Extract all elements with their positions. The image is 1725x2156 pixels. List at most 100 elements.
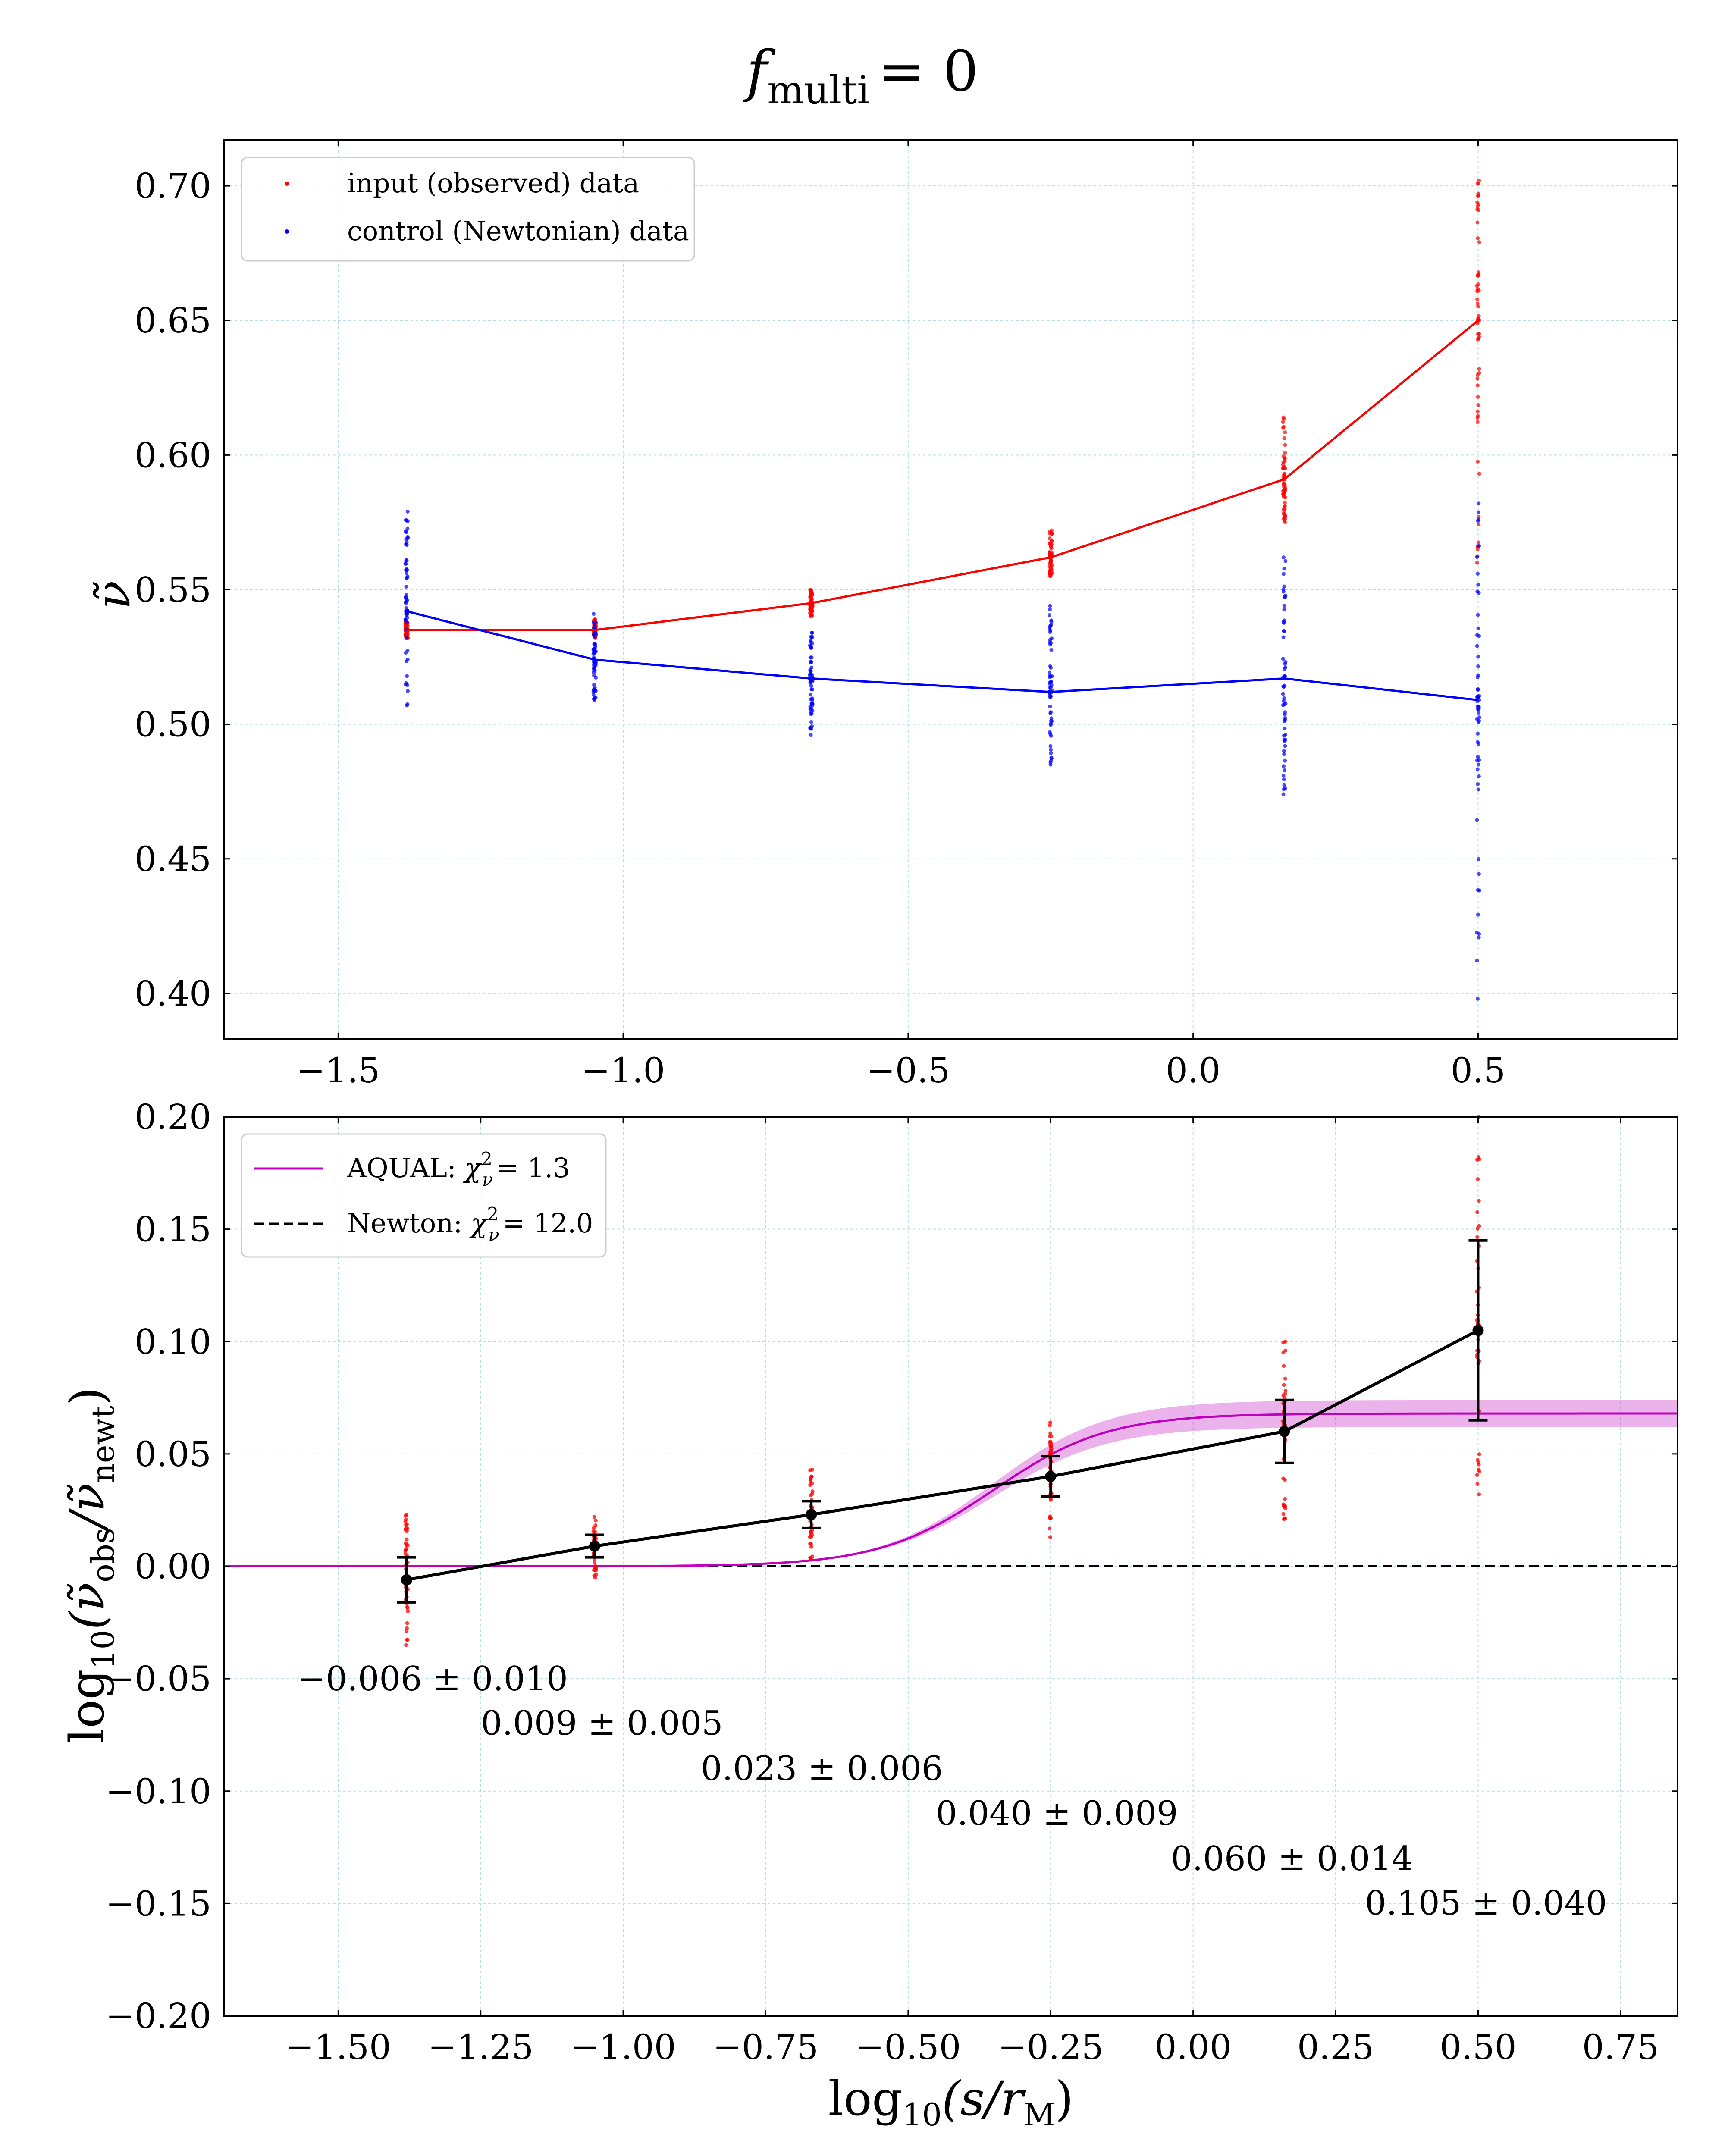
top-scatter-point <box>404 558 408 562</box>
top-scatter-point <box>1475 555 1479 559</box>
bottom-scatter-point <box>403 1520 408 1524</box>
binned-mean-point <box>401 1574 412 1586</box>
top-scatter-point <box>1283 744 1287 748</box>
top-scatter-point <box>1048 630 1052 634</box>
top-ytick-label: 0.50 <box>135 705 211 745</box>
top-scatter-point <box>809 733 813 737</box>
top-scatter-point <box>1475 376 1480 381</box>
top-scatter-point <box>1475 740 1480 744</box>
top-scatter-point <box>1282 454 1286 458</box>
top-scatter-point <box>1050 636 1054 641</box>
binned-mean-point <box>589 1540 601 1552</box>
top-xtick-label: 0.5 <box>1451 1050 1505 1091</box>
bottom-scatter-point <box>809 1534 813 1539</box>
value-annotations: −0.006 ± 0.010 0.009 ± 0.005 0.023 ± 0.0… <box>298 1660 1607 1923</box>
top-scatter-point <box>809 639 813 643</box>
top-scatter-point <box>1049 755 1054 760</box>
bottom-scatter-point <box>808 1555 812 1560</box>
binned-mean-point <box>806 1509 817 1520</box>
top-scatter-point <box>592 633 596 637</box>
legend-label-control: control (Newtonian) data <box>347 215 689 247</box>
bottom-scatter-point <box>1475 1458 1480 1462</box>
bottom-scatter-point <box>405 1626 409 1630</box>
top-scatter-point <box>591 652 596 656</box>
top-scatter-point <box>1475 644 1479 648</box>
legend-newton-label: Newton: χ2 ν = 12.0 <box>347 1203 593 1245</box>
top-scatter-point <box>1477 762 1481 767</box>
top-scatter-point <box>809 659 813 664</box>
bottom-scatter-point <box>404 1514 408 1518</box>
top-scatter-point <box>1475 767 1480 771</box>
top-scatter-point <box>1282 488 1286 492</box>
top-scatter-point <box>1283 559 1288 563</box>
binned-mean-line <box>406 1329 1479 1582</box>
bottom-scatter-point <box>1475 1473 1479 1477</box>
top-scatter-point <box>593 645 598 649</box>
top-scatter-point <box>1049 620 1054 624</box>
bottom-scatter-point <box>593 1564 598 1568</box>
top-scatter-point <box>1477 857 1481 861</box>
top-scatter-point <box>808 680 812 684</box>
bottom-scatter-point <box>1281 1341 1286 1345</box>
top-xtick-label: 0.0 <box>1166 1050 1220 1091</box>
top-scatter-point <box>1048 704 1052 708</box>
bottom-scatter-point <box>1282 1383 1286 1387</box>
bottom-ytick-label: 0.10 <box>135 1322 211 1362</box>
top-scatter-point <box>1475 818 1479 822</box>
top-scatter-point <box>1477 872 1481 876</box>
top-scatter-point <box>405 636 409 640</box>
bottom-xtick-label: −0.25 <box>998 2027 1104 2067</box>
top-scatter-point <box>1476 695 1480 699</box>
top-scatter-point <box>1049 648 1054 652</box>
top-scatter-point <box>1282 696 1286 700</box>
top-scatter-point <box>1475 997 1480 1001</box>
bottom-xtick-label: −0.75 <box>713 2027 819 2067</box>
top-scatter-point <box>1283 595 1287 599</box>
top-scatter-point <box>1476 731 1480 736</box>
top-scatter-point <box>1283 718 1287 722</box>
top-scatter-point <box>591 612 596 616</box>
binned-mean-point <box>1472 1325 1484 1336</box>
top-scatter-point <box>1281 589 1286 594</box>
top-scatter-point <box>1477 544 1481 548</box>
top-scatter-point <box>1281 572 1286 576</box>
bottom-scatter-point <box>1048 1420 1052 1425</box>
bottom-scatter-point <box>808 1468 812 1473</box>
bottom-ytick-label: −0.20 <box>106 1996 211 2036</box>
top-scatter-point <box>1476 613 1480 617</box>
top-scatter-point <box>1282 484 1286 489</box>
top-scatter-point <box>1282 604 1286 608</box>
top-ticks: −1.5 −1.0 −0.5 0.0 0.5 0.40 0.45 0.50 0.55 0.60 0.… <box>135 140 1678 1091</box>
bottom-scatter-point <box>405 1629 409 1633</box>
top-scatter-point <box>1048 674 1052 678</box>
bottom-scatter-point <box>1475 1482 1480 1486</box>
top-scatter-point <box>1048 604 1052 608</box>
top-scatter-point <box>1048 550 1052 555</box>
top-scatter-point <box>1282 607 1286 611</box>
top-scatter-point <box>1477 522 1481 526</box>
top-xtick-label: −1.0 <box>581 1050 665 1091</box>
top-scatter-point <box>1281 426 1285 430</box>
bottom-scatter-point <box>1281 1504 1286 1508</box>
bottom-xtick-label: −0.50 <box>855 2027 961 2067</box>
top-scatter-point <box>1282 495 1286 499</box>
bottom-scatter-point <box>404 1643 408 1647</box>
top-scatter-point <box>1283 472 1287 476</box>
bottom-ytick-label: 0.20 <box>135 1097 211 1137</box>
top-series-line-observed <box>406 320 1479 631</box>
top-scatter-point <box>1282 482 1286 486</box>
top-scatter-point <box>1283 710 1287 714</box>
top-scatter-point <box>1477 179 1481 183</box>
top-xtick-label: −1.5 <box>296 1050 380 1091</box>
bottom-xtick-label: −1.00 <box>571 2027 676 2067</box>
top-scatter-point <box>1283 459 1287 464</box>
bottom-scatter-point <box>1281 1512 1286 1516</box>
bottom-scatter-point <box>406 1609 410 1614</box>
bottom-scatter-point <box>403 1551 408 1556</box>
top-scatter-point <box>1283 726 1287 730</box>
legend-marker-control <box>285 229 289 234</box>
top-scatter-point <box>1049 722 1053 726</box>
top-scatter-point <box>592 642 596 646</box>
bottom-legend: AQUAL: χ2 ν = 1.3 Newton: χ2 ν = 12.0 <box>241 1133 607 1258</box>
top-scatter-point <box>1476 383 1480 388</box>
